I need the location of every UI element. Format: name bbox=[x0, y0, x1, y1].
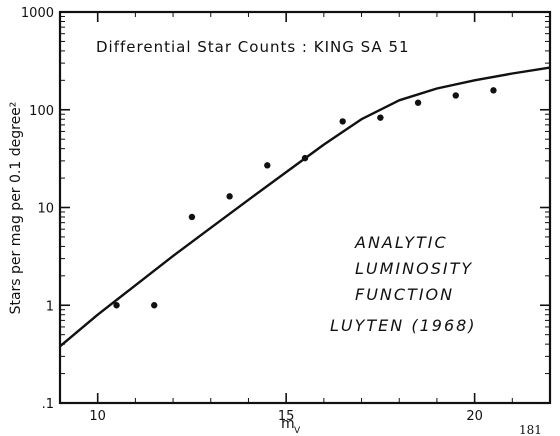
star-count-point bbox=[151, 302, 158, 309]
star-count-point bbox=[452, 92, 459, 99]
y-tick-label: 100 bbox=[29, 104, 54, 119]
y-tick-label: 1 bbox=[46, 299, 54, 314]
x-axis-label-subscript: V bbox=[294, 426, 301, 436]
annotation-analytic: ANALYTIC bbox=[354, 233, 448, 252]
x-axis-label: m V bbox=[281, 416, 301, 436]
ticks: .1 1 10 100 1000 10 15 20 bbox=[21, 6, 551, 424]
x-tick-label: 10 bbox=[89, 409, 106, 424]
star-count-point bbox=[301, 154, 309, 162]
axes bbox=[58, 10, 552, 405]
plot-frame bbox=[58, 10, 552, 405]
corner-mark: 181 bbox=[519, 423, 542, 436]
marks bbox=[59, 66, 551, 348]
y-tick-label: 1000 bbox=[21, 6, 54, 21]
y-tick-label: 10 bbox=[37, 202, 54, 217]
y-axis-label: Stars per mag per 0.1 degree² bbox=[8, 102, 24, 315]
x-tick-label: 20 bbox=[466, 409, 483, 424]
star-count-point bbox=[264, 162, 271, 169]
star-count-point bbox=[188, 213, 196, 221]
annotation-luminosity: LUMINOSITY bbox=[355, 259, 473, 278]
star-count-point bbox=[226, 193, 233, 200]
star-count-point bbox=[490, 87, 497, 94]
y-tick-label: .1 bbox=[42, 397, 54, 412]
x-tick-label: 15 bbox=[278, 409, 295, 424]
star-count-point bbox=[113, 302, 120, 309]
x-axis-label-main: m bbox=[281, 416, 295, 432]
star-count-point bbox=[339, 118, 346, 125]
annotation-function: FUNCTION bbox=[355, 285, 454, 304]
annotation-luyten: LUYTEN (1968) bbox=[330, 316, 477, 335]
chart-title: Differential Star Counts : KING SA 51 bbox=[96, 38, 410, 56]
star-count-point bbox=[414, 99, 422, 106]
luminosity-function-curve bbox=[59, 66, 551, 348]
star-count-point bbox=[377, 114, 384, 121]
